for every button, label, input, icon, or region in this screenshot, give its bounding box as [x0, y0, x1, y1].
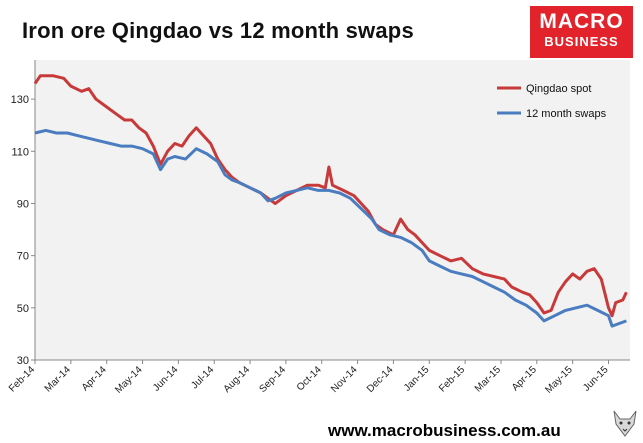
- macrobusiness-logo: MACRO BUSINESS: [530, 6, 633, 58]
- y-tick-label: 30: [17, 355, 29, 367]
- plot-area: [35, 60, 630, 360]
- x-tick-label: Feb-15: [437, 364, 467, 394]
- x-tick-label: Jan-15: [402, 364, 432, 394]
- y-tick-label: 110: [11, 146, 29, 158]
- x-tick-label: Jun-15: [581, 364, 611, 394]
- x-tick-label: Feb-14: [7, 364, 37, 394]
- chart-title: Iron ore Qingdao vs 12 month swaps: [22, 18, 414, 43]
- y-tick-label: 90: [17, 198, 29, 210]
- x-tick-label: May-15: [543, 364, 575, 396]
- series-line-12-month-swaps: [34, 128, 627, 328]
- x-tick-label: Sep-14: [257, 364, 288, 395]
- x-tick-label: May-14: [113, 364, 145, 396]
- footer-url[interactable]: www.macrobusiness.com.au: [328, 421, 561, 440]
- x-tick-label: Apr-15: [510, 364, 539, 393]
- x-tick-label: Dec-14: [365, 364, 396, 395]
- x-tick-label: Oct-14: [295, 364, 324, 393]
- logo-line-1: MACRO: [539, 10, 624, 33]
- x-tick-label: Mar-14: [43, 364, 73, 394]
- x-tick-label: Aug-14: [222, 364, 253, 395]
- x-tick-label: Mar-15: [473, 364, 503, 394]
- x-tick-label: Jul-14: [189, 364, 216, 391]
- y-tick-label: 70: [17, 251, 29, 263]
- logo-line-2: BUSINESS: [544, 34, 619, 49]
- legend-label: 12 month swaps: [526, 108, 607, 120]
- x-tick-label: Apr-14: [80, 364, 109, 393]
- x-tick-label: Jun-14: [151, 364, 181, 394]
- y-tick-label: 50: [17, 303, 29, 315]
- legend-label: Qingdao spot: [526, 83, 591, 95]
- y-tick-label: 130: [11, 94, 29, 106]
- x-tick-label: Nov-14: [329, 364, 360, 395]
- fox-mascot-icon: [611, 408, 639, 438]
- series-line-qingdao-spot: [33, 74, 628, 318]
